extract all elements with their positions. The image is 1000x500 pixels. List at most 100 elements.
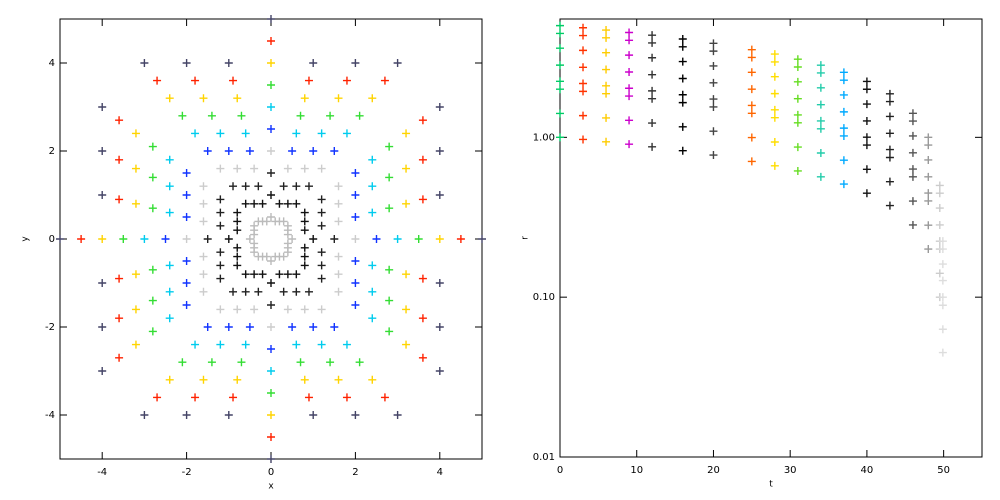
point — [351, 191, 360, 199]
point — [924, 189, 933, 198]
point — [862, 189, 871, 198]
point — [56, 235, 64, 243]
point — [435, 103, 444, 111]
point — [334, 199, 343, 208]
point — [267, 257, 275, 265]
point — [924, 245, 933, 254]
point — [131, 340, 140, 349]
point — [207, 111, 216, 120]
point — [182, 235, 191, 243]
point — [233, 208, 242, 217]
point — [839, 180, 848, 189]
point — [885, 129, 894, 138]
point — [250, 305, 259, 314]
point — [885, 153, 894, 162]
point — [709, 102, 718, 111]
point — [233, 94, 242, 103]
point — [165, 208, 174, 217]
point — [224, 235, 233, 243]
point — [556, 44, 564, 53]
point — [203, 147, 212, 155]
point — [368, 155, 377, 164]
point — [326, 111, 335, 120]
point — [216, 164, 225, 173]
point — [862, 165, 871, 174]
point — [98, 279, 107, 287]
point — [241, 340, 250, 349]
point — [579, 135, 588, 144]
point — [625, 84, 634, 93]
point — [747, 68, 756, 77]
point — [770, 105, 779, 114]
point — [816, 83, 825, 92]
point — [885, 112, 894, 121]
point — [648, 53, 657, 62]
point — [385, 173, 394, 182]
point — [885, 201, 894, 210]
point — [793, 166, 802, 175]
point — [216, 221, 225, 230]
point — [153, 76, 162, 85]
point — [250, 239, 259, 248]
point — [938, 260, 947, 269]
point — [385, 265, 394, 274]
point — [288, 323, 297, 331]
point — [372, 235, 381, 243]
point — [237, 358, 246, 367]
point — [216, 261, 225, 270]
point — [579, 87, 588, 96]
point — [98, 235, 107, 243]
point — [267, 301, 275, 309]
point — [330, 323, 339, 331]
point — [938, 276, 947, 285]
chart: -4 -2 0 2 4 -4 -2 0 2 4 x y — [21, 15, 486, 492]
point — [368, 94, 377, 103]
point — [709, 39, 718, 48]
x-tick-label: 2 — [352, 467, 358, 478]
point — [233, 164, 242, 173]
point — [385, 142, 394, 151]
point — [556, 21, 564, 30]
point — [368, 287, 377, 296]
point — [182, 411, 191, 419]
point — [229, 182, 238, 191]
point — [237, 111, 246, 120]
point — [229, 76, 238, 85]
point — [402, 199, 411, 208]
point — [148, 296, 157, 305]
point — [885, 97, 894, 106]
point — [579, 63, 588, 72]
x-tick-label: 10 — [630, 465, 643, 476]
point — [309, 323, 318, 331]
point — [267, 367, 275, 375]
point — [862, 116, 871, 125]
point — [862, 133, 871, 142]
point — [334, 270, 343, 279]
point — [556, 61, 564, 70]
point — [770, 113, 779, 122]
y-tick-label: 2 — [49, 146, 55, 157]
plot-frame — [559, 18, 983, 458]
point — [678, 90, 687, 99]
point — [678, 42, 687, 51]
point — [283, 164, 292, 173]
point — [602, 89, 611, 98]
point — [862, 100, 871, 109]
point — [288, 147, 297, 155]
point — [435, 279, 444, 287]
point — [839, 90, 848, 99]
point — [182, 279, 191, 287]
point — [317, 221, 326, 230]
point — [267, 213, 275, 221]
point — [885, 177, 894, 186]
point — [279, 217, 288, 226]
point — [317, 305, 326, 314]
point — [165, 287, 174, 296]
point — [241, 182, 250, 191]
point — [241, 287, 250, 296]
point — [368, 208, 377, 217]
point — [678, 122, 687, 131]
point — [602, 113, 611, 122]
point — [233, 243, 242, 252]
